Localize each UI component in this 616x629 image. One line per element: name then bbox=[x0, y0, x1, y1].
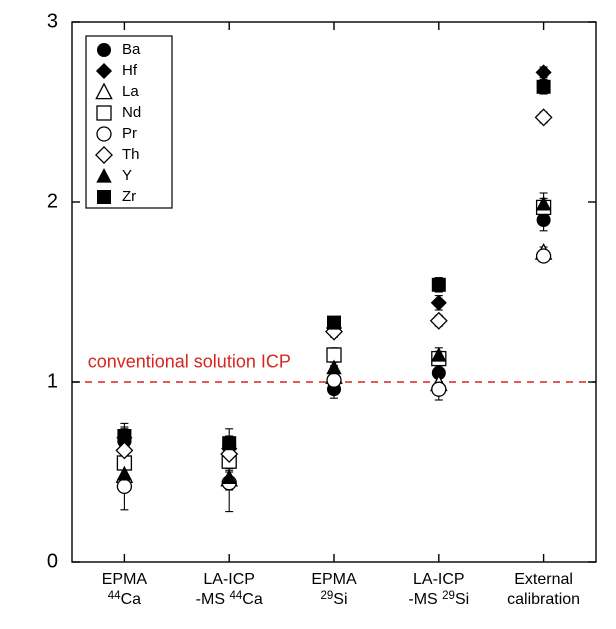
chart-container: conventional solution ICP0123EPMA44CaLA-… bbox=[0, 0, 616, 629]
svg-text:Y: Y bbox=[122, 167, 132, 184]
svg-text:Nd: Nd bbox=[122, 104, 141, 121]
svg-text:EPMA: EPMA bbox=[311, 571, 357, 588]
svg-text:calibration: calibration bbox=[507, 591, 580, 608]
svg-text:La: La bbox=[122, 83, 139, 100]
svg-text:Th: Th bbox=[122, 146, 140, 163]
svg-text:2: 2 bbox=[47, 190, 58, 212]
svg-text:-MS 29Si: -MS 29Si bbox=[408, 590, 469, 608]
svg-text:Hf: Hf bbox=[122, 62, 138, 79]
svg-text:Zr: Zr bbox=[122, 188, 136, 205]
svg-text:conventional solution ICP: conventional solution ICP bbox=[88, 352, 291, 372]
scatter-chart: conventional solution ICP0123EPMA44CaLA-… bbox=[0, 0, 616, 629]
svg-text:External: External bbox=[514, 571, 573, 588]
svg-text:LA-ICP: LA-ICP bbox=[203, 571, 255, 588]
svg-text:-MS 44Ca: -MS 44Ca bbox=[196, 590, 263, 608]
svg-text:Pr: Pr bbox=[122, 125, 137, 142]
svg-text:EPMA: EPMA bbox=[102, 571, 148, 588]
svg-text:0: 0 bbox=[47, 550, 58, 572]
svg-text:LA-ICP: LA-ICP bbox=[413, 571, 465, 588]
svg-text:1: 1 bbox=[47, 370, 58, 392]
svg-text:3: 3 bbox=[47, 10, 58, 32]
svg-text:Ba: Ba bbox=[122, 41, 141, 58]
